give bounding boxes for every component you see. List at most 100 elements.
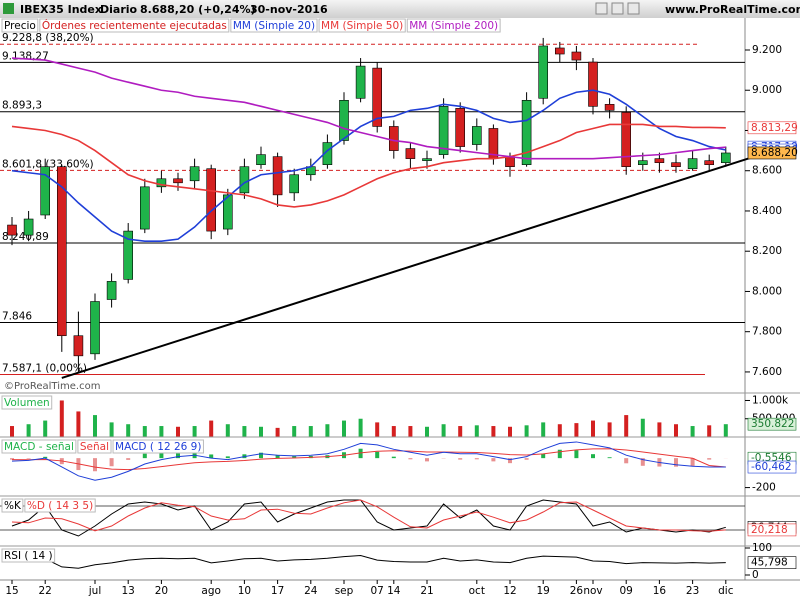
histogram-bar bbox=[375, 451, 380, 459]
candle-body bbox=[73, 335, 84, 357]
histogram-bar bbox=[491, 458, 496, 462]
x-tick-label: nov bbox=[583, 585, 602, 597]
value-tag bbox=[747, 417, 797, 431]
app-icon bbox=[3, 3, 14, 14]
histogram-bar bbox=[690, 458, 695, 467]
histogram-bar bbox=[26, 458, 31, 459]
series-line bbox=[11, 448, 726, 471]
window-button[interactable] bbox=[611, 2, 624, 15]
level-label: 8.601,8 (33,60%) bbox=[2, 158, 94, 170]
histogram-bar bbox=[707, 458, 712, 460]
legend-label: MACD ( 12 26 9) bbox=[115, 441, 201, 453]
volume-bar bbox=[93, 415, 97, 437]
legend-box bbox=[1, 18, 39, 33]
legend-box bbox=[1, 395, 53, 410]
candle-body bbox=[621, 112, 632, 167]
candle-body bbox=[720, 152, 731, 163]
series-line bbox=[11, 57, 726, 160]
symbol: IBEX35 Index bbox=[20, 3, 102, 16]
x-tick-label: 21 bbox=[420, 585, 433, 597]
volume-bar bbox=[657, 422, 662, 437]
volume-bar bbox=[640, 418, 645, 437]
histogram-bar bbox=[159, 451, 164, 459]
value-tag-label: 8.688,20 bbox=[751, 147, 798, 159]
legend-label: %K bbox=[4, 500, 22, 512]
x-tick-label: 16 bbox=[653, 585, 667, 597]
candle-body bbox=[505, 156, 515, 167]
candle-body bbox=[173, 178, 183, 184]
volume-bar bbox=[209, 420, 214, 437]
level-label: 7.587,1 (0,00%) bbox=[2, 363, 87, 375]
volume-bar bbox=[76, 411, 81, 437]
volume-bar bbox=[375, 422, 380, 437]
x-tick-label: dic bbox=[718, 585, 734, 597]
series-line bbox=[11, 499, 726, 532]
candle-body bbox=[455, 108, 466, 147]
candle-body bbox=[637, 160, 648, 165]
x-tick-label: 09 bbox=[620, 585, 633, 597]
volume-bar bbox=[723, 424, 728, 437]
legend-box bbox=[24, 498, 96, 513]
x-tick-label: 17 bbox=[271, 585, 284, 597]
x-tick-label: 07 bbox=[371, 585, 384, 597]
site: www.ProRealTime.com bbox=[665, 3, 800, 16]
histogram-bar bbox=[607, 457, 612, 459]
value-tag-label: 350.822 bbox=[751, 418, 794, 430]
histogram-bar bbox=[109, 458, 114, 467]
volume-bar bbox=[126, 424, 131, 437]
candle-body bbox=[405, 148, 416, 159]
histogram-bar bbox=[358, 448, 363, 459]
histogram-bar bbox=[192, 450, 197, 459]
histogram-bar bbox=[391, 456, 396, 459]
legend-box bbox=[1, 548, 56, 563]
candle-body bbox=[654, 158, 665, 163]
volume-bar bbox=[225, 424, 230, 437]
volume-bar bbox=[557, 424, 562, 437]
volume-bar bbox=[43, 420, 48, 437]
candle-body bbox=[554, 47, 565, 55]
window-button[interactable] bbox=[595, 2, 608, 15]
series-line bbox=[11, 89, 726, 242]
histogram-bar bbox=[275, 454, 280, 459]
histogram-bar bbox=[508, 458, 512, 464]
histogram-bar bbox=[557, 449, 562, 459]
volume-bar bbox=[591, 420, 595, 437]
candle-body bbox=[206, 168, 216, 232]
legend-box bbox=[406, 18, 501, 33]
candle-body bbox=[106, 281, 117, 300]
period: Diario bbox=[100, 3, 138, 16]
volume-bar bbox=[491, 426, 496, 437]
x-tick-label: 19 bbox=[537, 585, 550, 597]
candle-body bbox=[604, 104, 615, 111]
histogram-bar bbox=[624, 458, 629, 464]
value-tag bbox=[747, 460, 797, 474]
y-tick-label: 1.000k bbox=[752, 394, 789, 406]
level-label: 7.846 bbox=[2, 310, 32, 322]
histogram-bar bbox=[674, 458, 678, 467]
volume-bar bbox=[242, 426, 247, 437]
candle-body bbox=[538, 45, 549, 99]
histogram-bar bbox=[225, 456, 230, 459]
x-tick-label: oct bbox=[469, 585, 485, 597]
legend-box bbox=[1, 498, 24, 513]
candle-body bbox=[372, 67, 383, 127]
histogram-bar bbox=[292, 456, 297, 459]
volume-bar bbox=[10, 426, 14, 437]
legend-label: Órdenes recientemente ejecutadas bbox=[42, 19, 227, 32]
volume-bar bbox=[441, 424, 446, 437]
legend-label: MM (Simple 50) bbox=[321, 20, 403, 32]
legend-label: MACD - señal bbox=[4, 441, 74, 453]
histogram-bar bbox=[126, 458, 131, 460]
x-tick-label: sep bbox=[335, 585, 354, 597]
series-line bbox=[11, 555, 726, 569]
histogram-bar bbox=[458, 458, 463, 460]
y-tick-label: 9.000 bbox=[752, 84, 782, 96]
histogram-bar bbox=[425, 458, 429, 462]
window-button[interactable] bbox=[627, 2, 640, 15]
volume-bar bbox=[26, 424, 31, 437]
candle-body bbox=[40, 166, 51, 216]
volume-bar bbox=[292, 426, 297, 437]
volume-bar bbox=[159, 426, 164, 437]
candle-body bbox=[156, 178, 167, 188]
candle-body bbox=[588, 61, 598, 107]
